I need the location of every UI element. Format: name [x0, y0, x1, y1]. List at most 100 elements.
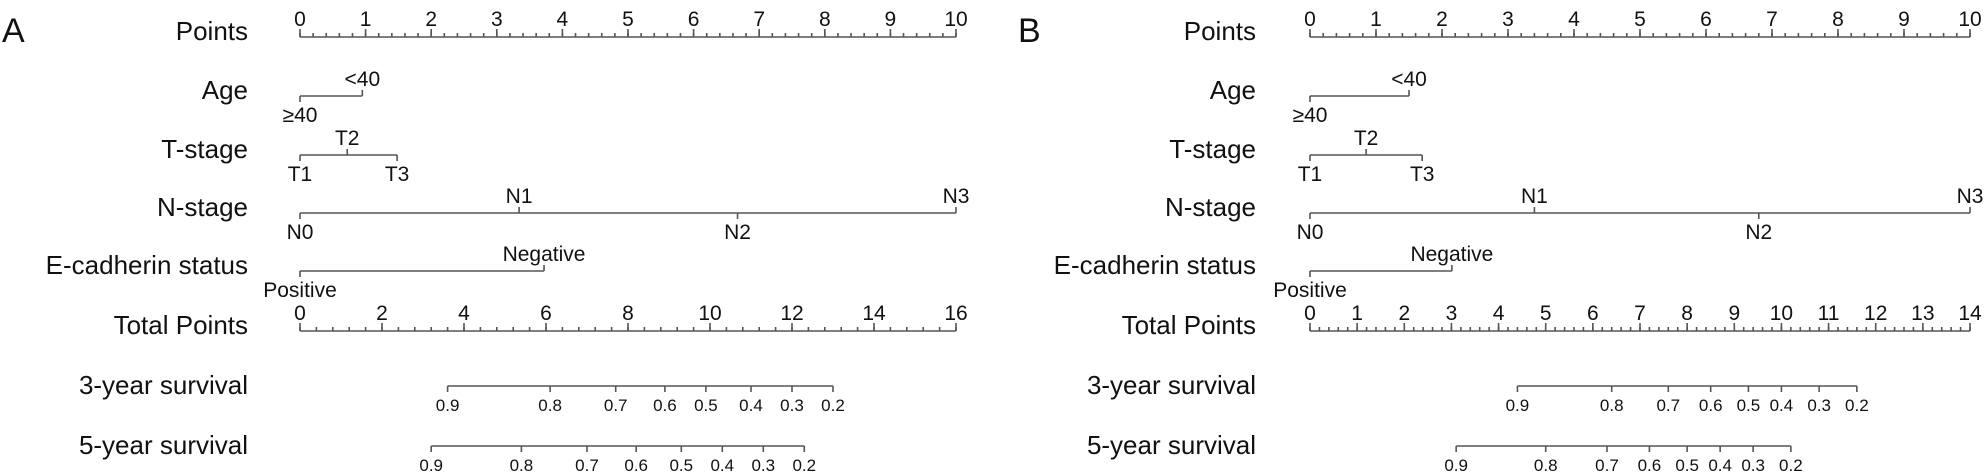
tick-label: 1 [1351, 302, 1363, 325]
tick-label: 8 [1681, 302, 1693, 325]
tick-label: 10 [1770, 302, 1793, 325]
level-label: N3 [1957, 185, 1984, 208]
level-label: T3 [385, 163, 410, 186]
row-label: E-cadherin status [1054, 250, 1256, 280]
tick-label: 4 [458, 302, 470, 325]
tick-label: 1 [360, 8, 372, 31]
survival-tick-label: 0.6 [1638, 456, 1662, 472]
survival-tick-label: 0.8 [510, 456, 534, 472]
tick-label: 4 [557, 8, 569, 31]
tick-label: 0 [1304, 302, 1316, 325]
level-label: Negative [503, 243, 586, 266]
survival-tick-label: 0.6 [1699, 396, 1723, 415]
tick-label: 9 [1898, 8, 1910, 31]
tick-label: 13 [1911, 302, 1934, 325]
row-label: E-cadherin status [46, 250, 248, 280]
row-5-year-survival: 5-year survival 0.9 0.8 0.7 0.6 0.5 0.4 0.3 0.2 [1087, 430, 1803, 472]
tick-label: 2 [425, 8, 437, 31]
panel-b: B Points 0 1 2 3 4 5 6 7 8 9 10Age≥40<40T-stageT1T2T… [1018, 8, 1983, 472]
survival-tick-label: 0.9 [1444, 456, 1468, 472]
row-total-points: Total Points 0 1 2 3 4 5 6 7 8 9 10 11 12 13 14 [1122, 302, 1982, 340]
level-label: T1 [1298, 163, 1323, 186]
tick-label: 5 [1540, 302, 1552, 325]
survival-tick-label: 0.3 [1741, 456, 1765, 472]
row-label: 3-year survival [79, 370, 248, 400]
row-t-stage: T-stage T1 T2 T3 [1169, 127, 1434, 186]
tick-label: 9 [1728, 302, 1740, 325]
row-t-stage: T-stage T1 T2 T3 [161, 127, 409, 186]
level-label: T2 [1354, 127, 1379, 150]
survival-tick-label: 0.4 [1708, 456, 1732, 472]
tick-label: 6 [1700, 8, 1712, 31]
survival-tick-label: 0.7 [604, 396, 628, 415]
panel-letter: A [2, 12, 25, 50]
row-label: Age [202, 75, 248, 105]
row-label: 5-year survival [79, 430, 248, 460]
level-label: ≥40 [283, 104, 318, 127]
tick-label: 4 [1493, 302, 1505, 325]
row-age: Age ≥40 <40 [1210, 68, 1427, 127]
row-label: T-stage [161, 134, 248, 164]
survival-tick-label: 0.2 [1779, 456, 1803, 472]
row-e-cadherin-status: E-cadherin status Positive Negative [1054, 243, 1494, 302]
row-points: Points 0 1 2 3 4 5 6 7 8 9 10 [1184, 8, 1982, 46]
survival-tick-label: 0.8 [538, 396, 562, 415]
tick-label: 3 [491, 8, 503, 31]
tick-label: 7 [753, 8, 765, 31]
tick-label: 2 [1436, 8, 1448, 31]
tick-label: 2 [376, 302, 388, 325]
survival-tick-label: 0.2 [1845, 396, 1869, 415]
row-5-year-survival: 5-year survival 0.9 0.8 0.7 0.6 0.5 0.4 0.3 0.2 [79, 430, 816, 472]
survival-tick-label: 0.6 [653, 396, 677, 415]
level-label: N2 [724, 221, 751, 244]
row-label: N-stage [1165, 192, 1256, 222]
level-label: N1 [1521, 185, 1548, 208]
panel-a: A Points 0 1 2 3 4 5 6 7 8 9 10Age≥40<40T-stageT1T2T… [2, 8, 969, 472]
survival-tick-label: 0.5 [694, 396, 718, 415]
survival-tick-label: 0.5 [1737, 396, 1761, 415]
level-label: N0 [287, 221, 314, 244]
tick-label: 7 [1766, 8, 1778, 31]
level-label: N2 [1745, 221, 1772, 244]
row-label: 3-year survival [1087, 370, 1256, 400]
survival-tick-label: 0.4 [710, 456, 734, 472]
level-label: Negative [1410, 243, 1493, 266]
tick-label: 2 [1398, 302, 1410, 325]
level-label: N0 [1297, 221, 1324, 244]
tick-label: 8 [622, 302, 634, 325]
tick-label: 14 [862, 302, 886, 325]
level-label: T2 [335, 127, 360, 150]
level-label: T1 [288, 163, 313, 186]
row-3-year-survival: 3-year survival 0.9 0.8 0.7 0.6 0.5 0.4 0.3 0.2 [79, 370, 845, 415]
row-n-stage: N-stage N0 N1 N2 N3 [1165, 185, 1983, 244]
survival-tick-label: 0.7 [1595, 456, 1619, 472]
level-label: Positive [263, 279, 337, 302]
tick-label: 6 [1587, 302, 1599, 325]
tick-label: 1 [1370, 8, 1382, 31]
row-label: Points [1184, 16, 1256, 46]
tick-label: 0 [1304, 8, 1316, 31]
tick-label: 11 [1818, 302, 1840, 325]
tick-label: 8 [1832, 8, 1844, 31]
survival-tick-label: 0.4 [739, 396, 763, 415]
tick-label: 6 [688, 8, 700, 31]
row-3-year-survival: 3-year survival 0.9 0.8 0.7 0.6 0.5 0.4 0.3 0.2 [1087, 370, 1869, 415]
survival-tick-label: 0.4 [1770, 396, 1794, 415]
row-n-stage: N-stage N0 N1 N2 N3 [157, 185, 969, 244]
level-label: T3 [1410, 163, 1435, 186]
tick-label: 8 [819, 8, 831, 31]
row-label: T-stage [1169, 134, 1256, 164]
row-total-points: Total Points 0 2 4 6 8 10 12 14 16 [114, 302, 968, 340]
survival-tick-label: 0.9 [436, 396, 460, 415]
survival-tick-label: 0.8 [1534, 456, 1558, 472]
tick-label: 3 [1502, 8, 1514, 31]
row-label: Total Points [1122, 310, 1256, 340]
tick-label: 3 [1446, 302, 1458, 325]
tick-label: 7 [1634, 302, 1646, 325]
tick-label: 16 [944, 302, 967, 325]
survival-tick-label: 0.8 [1600, 396, 1624, 415]
row-label: Points [176, 16, 248, 46]
level-label: Positive [1273, 279, 1347, 302]
level-label: ≥40 [1293, 104, 1328, 127]
